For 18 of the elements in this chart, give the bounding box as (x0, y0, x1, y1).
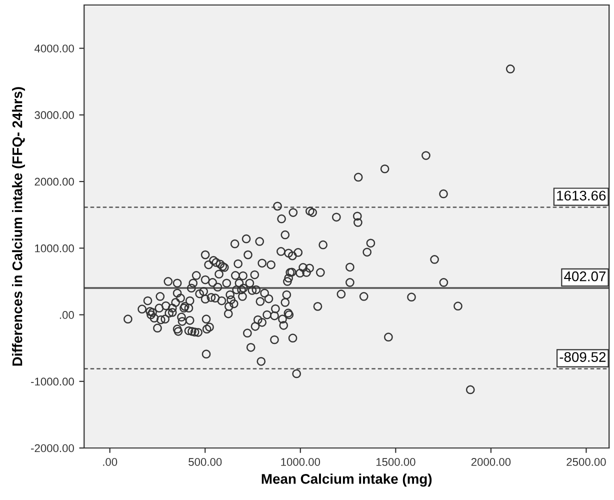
ref-line-label: -809.52 (560, 352, 606, 362)
x-axis-title: Mean Calcium intake (mg) (262, 474, 432, 487)
y-axis-title: Differences in Calcium intake (FFQ- 24hrs) (12, 87, 25, 366)
y-tick-label: 1000.00 (35, 244, 74, 252)
x-tick-label: 500.00 (188, 458, 222, 466)
x-tick-label: 1000.00 (281, 458, 320, 466)
y-tick-label: 3000.00 (34, 111, 74, 120)
ref-line-label: 402.07 (564, 271, 606, 282)
y-tick-label: -2000.00 (31, 444, 74, 452)
y-tick-label: 4000.00 (34, 44, 74, 52)
x-tick-label: 1500.00 (376, 458, 416, 466)
ref-line-label: 1613.66 (557, 190, 606, 201)
x-tick-label: .00 (103, 458, 118, 466)
y-tick-label: .00 (60, 311, 74, 319)
y-tick-label: 2000.00 (34, 178, 74, 186)
x-tick-label: 2000.00 (471, 458, 511, 466)
y-tick-label: -1000.00 (31, 378, 74, 386)
x-tick-label: 2500.00 (566, 458, 606, 466)
